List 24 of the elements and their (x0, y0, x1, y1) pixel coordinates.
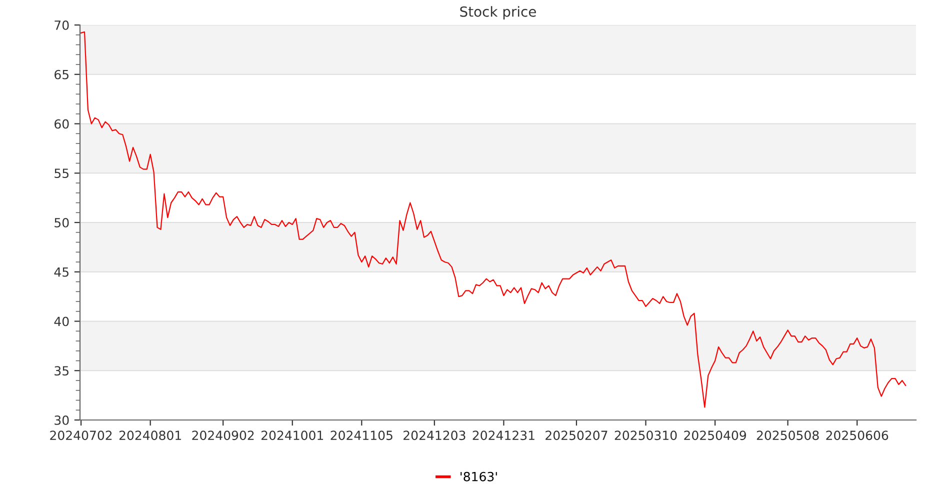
y-tick-label: 50 (54, 218, 69, 228)
y-tick-label: 35 (54, 366, 68, 376)
x-tick-label: 20250310 (614, 430, 677, 440)
line-series (80, 31, 906, 408)
x-tick-label: 20250409 (684, 430, 746, 440)
y-tick-label: 65 (54, 70, 68, 80)
x-tick-label: 20241001 (261, 430, 324, 440)
y-tick-label: 60 (54, 119, 69, 129)
y-tick-label: 40 (54, 316, 69, 326)
legend-label: '8163' (460, 472, 497, 482)
x-tick-label: 20250207 (546, 430, 608, 440)
x-tick-label: 20240702 (50, 430, 112, 440)
x-tick-label: 20250606 (826, 430, 888, 440)
y-tick-label: 55 (54, 168, 68, 178)
chart-title: Stock price (460, 6, 536, 20)
x-tick-label: 20240902 (192, 430, 254, 440)
x-tick-label: 20250508 (756, 430, 819, 440)
x-tick-label: 20241203 (404, 430, 466, 440)
y-tick-label: 30 (54, 415, 69, 425)
y-tick-label: 70 (54, 20, 69, 30)
x-tick-label: 20240801 (119, 430, 181, 440)
x-tick-label: 20241105 (330, 430, 392, 440)
x-tick-label: 20241231 (472, 430, 534, 440)
y-tick-label: 45 (54, 268, 68, 277)
